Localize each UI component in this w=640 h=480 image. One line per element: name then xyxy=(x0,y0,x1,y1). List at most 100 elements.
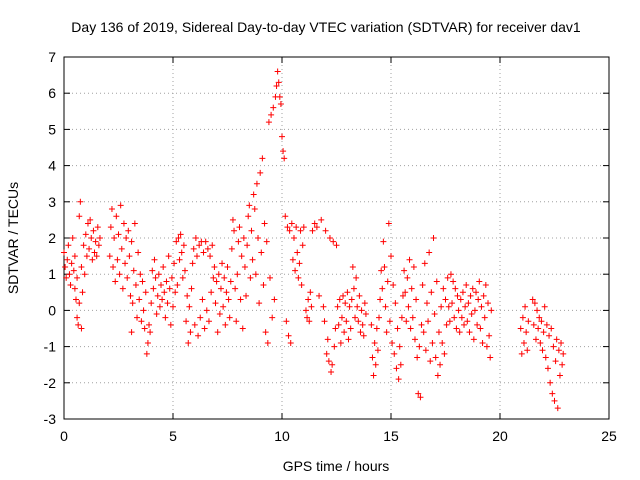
data-point xyxy=(551,397,558,404)
data-point xyxy=(283,318,290,325)
data-point xyxy=(401,267,408,274)
data-point xyxy=(222,321,229,328)
data-point xyxy=(452,285,459,292)
data-point xyxy=(67,282,74,289)
data-point xyxy=(147,329,154,336)
data-point xyxy=(311,220,318,227)
data-point xyxy=(282,213,289,220)
data-point xyxy=(175,235,182,241)
data-point xyxy=(271,296,278,303)
data-point xyxy=(296,260,303,267)
data-point xyxy=(322,227,329,234)
data-point xyxy=(197,314,204,321)
data-point xyxy=(344,289,351,296)
data-point xyxy=(146,321,153,328)
data-point xyxy=(227,278,234,285)
data-point xyxy=(83,253,90,260)
data-point xyxy=(477,325,484,332)
data-point xyxy=(455,307,462,314)
data-point xyxy=(281,155,288,162)
data-point xyxy=(381,263,388,270)
data-point xyxy=(453,325,460,332)
data-point xyxy=(142,289,149,296)
data-point xyxy=(405,303,412,310)
y-tick-label: 0 xyxy=(48,302,56,318)
data-point xyxy=(397,361,404,368)
data-point xyxy=(161,289,168,296)
data-point xyxy=(395,376,402,383)
data-point xyxy=(68,260,75,267)
data-point xyxy=(458,314,465,321)
data-point xyxy=(130,267,137,274)
data-point xyxy=(193,253,200,260)
data-point xyxy=(128,238,135,245)
data-point xyxy=(461,321,468,328)
data-point xyxy=(361,300,368,307)
data-point xyxy=(219,260,226,267)
data-point xyxy=(208,289,215,296)
data-point xyxy=(559,361,566,368)
data-point xyxy=(154,292,161,299)
data-point xyxy=(470,336,477,343)
data-point xyxy=(444,274,451,281)
data-point xyxy=(537,339,544,346)
data-point xyxy=(212,300,219,307)
data-point xyxy=(90,227,97,234)
data-point xyxy=(357,329,364,336)
data-point xyxy=(183,318,190,325)
data-point xyxy=(302,307,309,314)
data-point xyxy=(422,347,429,354)
data-point xyxy=(293,224,300,231)
data-point xyxy=(165,253,172,260)
x-axis-label: GPS time / hours xyxy=(283,458,390,474)
data-point xyxy=(123,235,130,241)
data-point xyxy=(170,303,176,310)
data-point xyxy=(255,235,262,241)
data-point xyxy=(179,274,186,281)
data-point xyxy=(128,329,135,336)
data-point xyxy=(439,339,446,346)
data-point xyxy=(555,347,562,354)
data-point xyxy=(70,267,77,274)
data-point xyxy=(217,285,224,292)
data-point xyxy=(192,235,199,241)
data-point xyxy=(371,339,378,346)
data-point xyxy=(96,235,103,241)
data-point xyxy=(273,82,280,89)
data-point xyxy=(201,325,208,332)
data-point xyxy=(320,303,327,310)
data-point xyxy=(549,390,556,397)
data-point xyxy=(215,271,222,278)
data-point xyxy=(396,343,403,350)
data-point xyxy=(116,271,123,278)
data-point xyxy=(407,325,414,332)
data-point xyxy=(92,238,99,245)
data-point xyxy=(160,263,167,270)
data-point xyxy=(431,311,438,318)
data-point xyxy=(473,289,480,296)
data-point xyxy=(523,329,530,336)
data-point xyxy=(482,282,489,289)
data-point xyxy=(329,361,336,368)
data-point xyxy=(486,332,493,339)
data-point xyxy=(540,329,547,336)
data-point xyxy=(166,285,173,292)
data-point xyxy=(384,278,391,285)
data-point xyxy=(388,253,394,260)
data-point xyxy=(65,242,72,249)
data-point xyxy=(299,242,306,249)
data-point xyxy=(236,224,243,231)
data-point xyxy=(464,318,471,325)
y-tick-label: 1 xyxy=(48,266,56,282)
data-point xyxy=(284,224,291,231)
data-point xyxy=(211,263,218,270)
data-point xyxy=(536,314,543,321)
data-point xyxy=(75,321,82,328)
data-point xyxy=(285,332,292,339)
data-point xyxy=(423,300,430,307)
data-point xyxy=(432,354,439,361)
data-point xyxy=(440,285,447,292)
data-point xyxy=(196,242,203,249)
data-point xyxy=(408,285,415,292)
data-point xyxy=(335,321,342,328)
